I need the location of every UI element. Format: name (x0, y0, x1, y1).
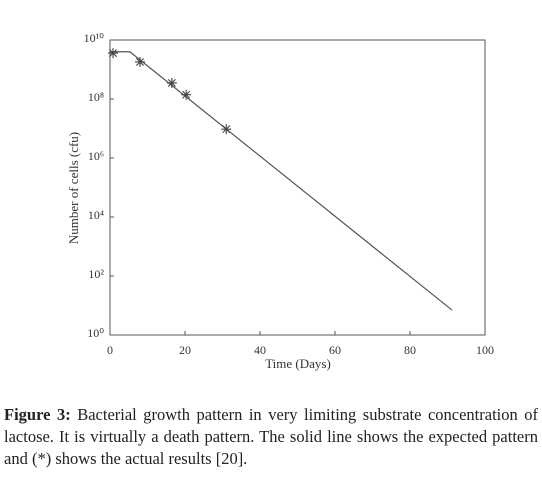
x-tick-label: 40 (254, 343, 266, 357)
y-tick-label: 10⁸ (88, 90, 104, 104)
chart: Time (Days) Number of cells (cfu) 0 20 40 6… (66, 31, 494, 371)
y-tick-label: 10⁶ (88, 149, 104, 163)
data-point (221, 124, 232, 135)
y-tick-label: 10⁴ (88, 208, 104, 222)
x-tick-label: 20 (179, 343, 191, 357)
data-point (135, 56, 145, 67)
y-axis-label: Number of cells (cfu) (66, 132, 81, 244)
data-line (110, 51, 453, 311)
data-point (108, 48, 118, 59)
x-tick-label: 100 (476, 343, 494, 357)
x-tick-label: 80 (404, 343, 416, 357)
caption-text: Bacterial growth pattern in very limitin… (4, 405, 539, 468)
x-tick-label: 60 (329, 343, 341, 357)
data-point (166, 77, 177, 88)
plot-frame (109, 39, 486, 336)
y-tick-label: 10⁰ (87, 326, 104, 340)
caption: Figure 3: Bacterial growth pattern in ve… (4, 404, 538, 470)
data-point (181, 89, 192, 100)
x-axis-label: Time (Days) (265, 356, 331, 371)
y-tick-label: 10² (88, 267, 104, 281)
caption-label: Figure 3: (4, 405, 71, 424)
x-tick-label: 0 (107, 343, 113, 357)
y-tick-label: 10¹⁰ (84, 31, 105, 45)
